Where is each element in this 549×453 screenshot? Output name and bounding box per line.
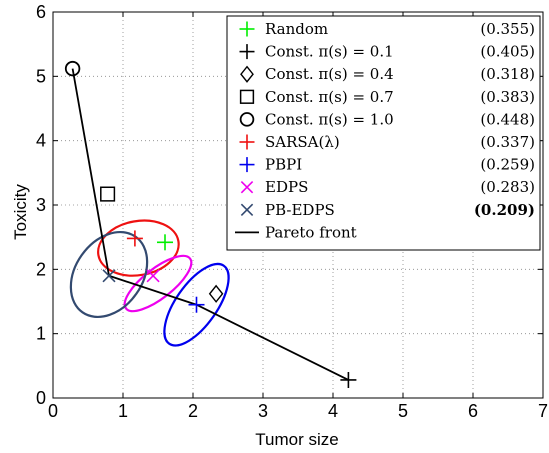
legend-entry: Const. π(s) = 0.1 (0.405) [239, 43, 535, 61]
legend-entry: Const. π(s) = 0.7 (0.383) [239, 88, 535, 106]
y-tick-label: 0 [36, 388, 46, 408]
legend-label: Random [265, 20, 328, 38]
marker-const-s-0-7 [100, 186, 116, 202]
legend-score: (0.259) [480, 156, 535, 174]
x-tick-label: 6 [468, 401, 478, 421]
x-tick-label: 1 [118, 401, 128, 421]
y-tick-label: 3 [36, 195, 46, 215]
legend-marker [239, 157, 255, 173]
legend-box [226, 15, 541, 251]
legend-score: (0.383) [480, 88, 535, 106]
legend-marker [239, 21, 255, 37]
legend-marker [240, 203, 254, 216]
marker-const-s-0-1 [340, 371, 357, 388]
marker-pb-edps [102, 269, 116, 283]
x-tick-label: 5 [398, 401, 408, 421]
legend-score: (0.318) [480, 65, 535, 83]
y-tick-label: 5 [36, 66, 46, 86]
x-tick-label: 4 [328, 401, 338, 421]
legend-marker [240, 181, 254, 194]
legend-score: (0.283) [480, 178, 535, 196]
marker-pbpi [188, 296, 205, 313]
x-tick-label: 7 [538, 401, 548, 421]
legend-marker [239, 112, 255, 127]
ellipse-sarsa- [97, 219, 180, 277]
legend-entry: EDPS (0.283) [240, 178, 535, 196]
marker-const-s-1-0 [64, 60, 81, 77]
legend-marker [240, 65, 254, 83]
legend-marker [239, 89, 255, 104]
legend-label: SARSA(λ) [265, 133, 340, 151]
legend-label: Const. π(s) = 0.4 [265, 65, 394, 83]
marker-random [157, 234, 173, 251]
x-tick-label: 3 [258, 401, 268, 421]
legend-entry: PB-EDPS (0.209) [240, 201, 535, 219]
legend-label: Const. π(s) = 0.7 [265, 88, 394, 106]
legend-marker [239, 44, 255, 60]
ellipse-pbpi [163, 262, 230, 347]
data-markers [64, 60, 357, 388]
legend-score: (0.337) [480, 133, 535, 151]
confidence-ellipses [69, 219, 230, 347]
marker-const-s-0-4 [208, 284, 224, 303]
legend-entry: Const. π(s) = 0.4 (0.318) [240, 65, 535, 83]
legend: Random (0.355)Const. π(s) = 0.1 (0.405)Con… [226, 15, 541, 251]
legend-score: (0.209) [474, 201, 535, 219]
legend-entry: Pareto front [235, 223, 357, 241]
legend-score: (0.355) [480, 20, 535, 38]
x-tick-label: 0 [48, 401, 58, 421]
y-tick-label: 4 [36, 131, 46, 151]
y-tick-label: 6 [36, 2, 46, 22]
legend-entry: SARSA(λ) (0.337) [239, 133, 535, 151]
legend-label: PB-EDPS [265, 201, 335, 219]
y-tick-label: 1 [36, 324, 46, 344]
legend-score: (0.448) [480, 110, 535, 128]
legend-label: PBPI [265, 156, 302, 174]
legend-label: Const. π(s) = 0.1 [265, 43, 394, 61]
legend-marker [239, 134, 255, 150]
axis-ticks: 0 1 2 3 4 5 6 7 0 1 2 3 4 5 6 [36, 2, 548, 421]
legend-entry: PBPI (0.259) [239, 156, 535, 174]
marker-edps [146, 269, 160, 283]
y-tick-label: 2 [36, 259, 46, 279]
x-axis-label: Tumor size [255, 430, 338, 449]
y-axis-label: Toxicity [11, 184, 30, 240]
legend-score: (0.405) [480, 43, 535, 61]
legend-label: EDPS [265, 178, 308, 196]
legend-entry: Const. π(s) = 1.0 (0.448) [239, 110, 535, 128]
legend-label: Const. π(s) = 1.0 [265, 110, 394, 128]
legend-entry: Random (0.355) [239, 20, 535, 38]
x-tick-label: 2 [188, 401, 198, 421]
legend-label: Pareto front [265, 223, 357, 241]
pareto-front-line [71, 68, 349, 381]
pareto-front [71, 68, 349, 381]
marker-sarsa- [126, 230, 143, 247]
